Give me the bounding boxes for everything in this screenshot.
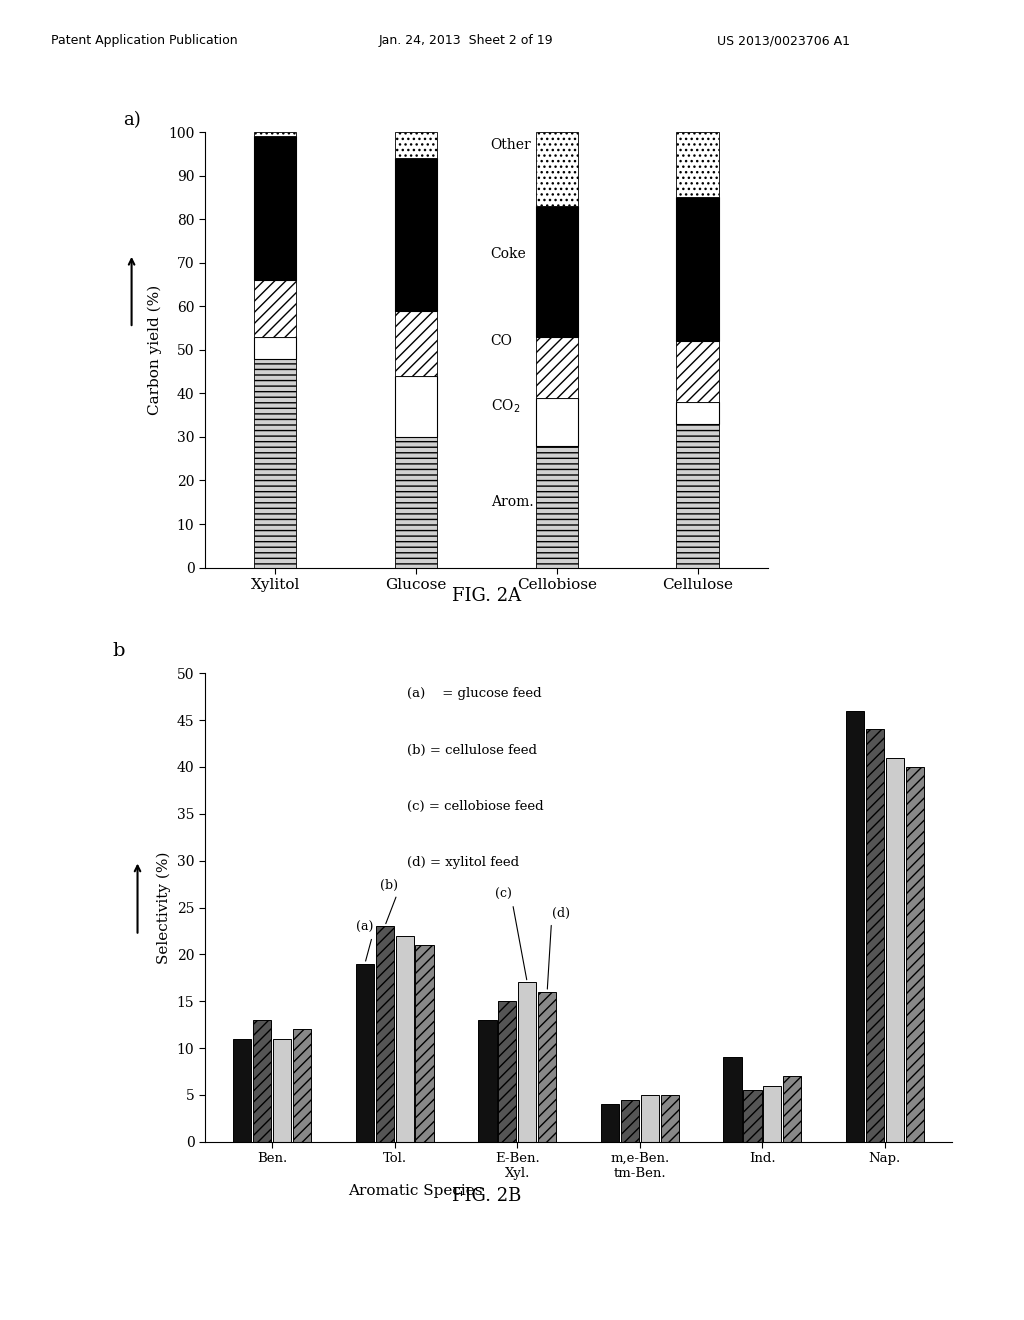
Text: Aromatic Species: Aromatic Species [348,1184,482,1197]
Text: FIG. 2B: FIG. 2B [452,1187,521,1205]
Bar [846,710,864,1142]
Text: Patent Application Publication: Patent Application Publication [51,34,238,48]
Text: CO$_2$: CO$_2$ [490,397,520,414]
Text: b: b [113,642,125,660]
Bar [905,767,924,1142]
Bar [536,132,578,206]
Bar [395,376,437,437]
Bar [536,206,578,337]
Text: Arom.: Arom. [490,495,534,510]
Bar [518,982,537,1142]
Text: Coke: Coke [490,247,526,261]
Text: (c): (c) [496,888,526,979]
Y-axis label: Selectivity (%): Selectivity (%) [157,851,171,964]
Bar [376,927,394,1142]
Bar [254,337,296,359]
Text: a): a) [123,111,140,129]
Text: (b) = cellulose feed: (b) = cellulose feed [407,743,537,756]
Bar [498,1001,516,1142]
Bar [641,1096,659,1142]
Text: (a): (a) [355,921,373,961]
Bar [763,1085,781,1142]
Text: US 2013/0023706 A1: US 2013/0023706 A1 [717,34,850,48]
Bar [416,945,434,1142]
Bar [395,132,437,158]
Text: (d) = xylitol feed: (d) = xylitol feed [407,855,519,869]
Bar [536,337,578,397]
Text: (b): (b) [380,879,398,924]
Text: (c) = cellobiose feed: (c) = cellobiose feed [407,800,544,813]
Bar [355,964,374,1142]
Bar [273,1039,291,1142]
Bar [395,310,437,376]
Text: Other: Other [490,139,531,152]
Bar [536,446,578,568]
Bar [395,437,437,568]
Bar [677,132,719,198]
Bar [723,1057,741,1142]
Bar [660,1096,679,1142]
Bar [536,397,578,446]
Text: (a)    = glucose feed: (a) = glucose feed [407,688,542,700]
Bar [233,1039,252,1142]
Bar [621,1100,639,1142]
Bar [677,198,719,341]
Bar [478,1020,497,1142]
Bar [743,1090,762,1142]
Bar [253,1020,271,1142]
Bar [677,424,719,568]
Bar [601,1105,620,1142]
Bar [254,359,296,568]
Text: Jan. 24, 2013  Sheet 2 of 19: Jan. 24, 2013 Sheet 2 of 19 [379,34,554,48]
Bar [254,132,296,136]
Bar [677,341,719,403]
Bar [677,403,719,424]
Y-axis label: Carbon yield (%): Carbon yield (%) [148,285,163,414]
Bar [254,136,296,280]
Bar [783,1076,802,1142]
Bar [886,758,904,1142]
Bar [293,1030,311,1142]
Text: (d): (d) [548,907,569,989]
Bar [395,936,414,1142]
Bar [866,730,884,1142]
Text: FIG. 2A: FIG. 2A [452,586,521,605]
Bar [395,158,437,310]
Bar [254,280,296,337]
Text: CO: CO [490,334,512,348]
Bar [538,991,556,1142]
